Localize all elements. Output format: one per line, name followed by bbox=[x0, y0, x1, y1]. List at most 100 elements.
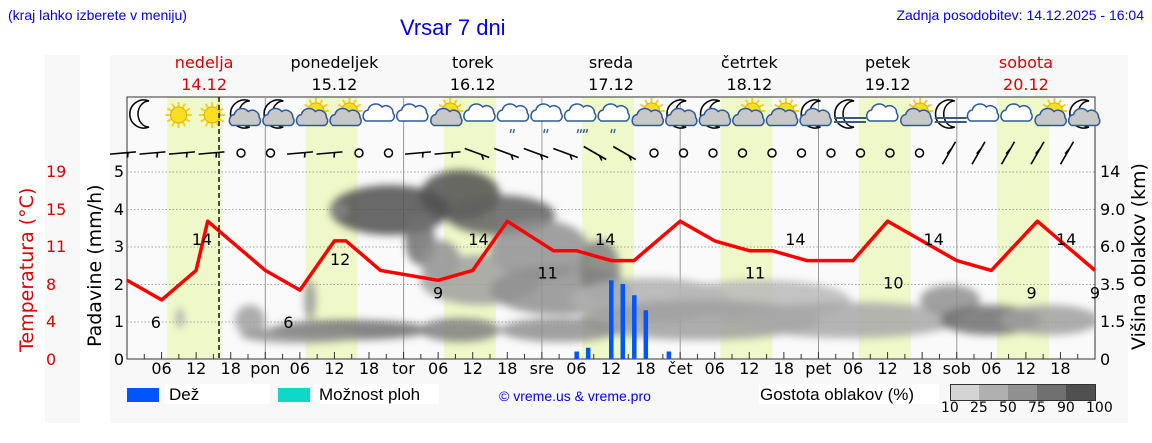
x-tick: 18 bbox=[773, 359, 795, 378]
cloud-height-tick: 1.5 bbox=[1100, 312, 1126, 331]
moon-fog-icon bbox=[834, 99, 866, 129]
cloud-height-tick: 6.0 bbox=[1100, 237, 1126, 256]
precip-tick: 1 bbox=[113, 312, 124, 331]
colorbar-tick: 25 bbox=[970, 400, 988, 416]
svg-text:14: 14 bbox=[468, 230, 488, 249]
precip-tick: 3 bbox=[113, 237, 124, 256]
colorbar-tick: 50 bbox=[999, 400, 1017, 416]
x-tick: 06 bbox=[289, 359, 311, 378]
moon-cloud-icon bbox=[1067, 99, 1101, 129]
svg-text:14: 14 bbox=[785, 230, 805, 249]
day-header-5: četrtek 18.12 bbox=[689, 52, 809, 96]
sun-cloud-icon bbox=[732, 98, 766, 127]
cloud-icon bbox=[866, 103, 899, 122]
day-header-6: petek 19.12 bbox=[828, 52, 948, 96]
sun-cloud-icon bbox=[295, 98, 329, 127]
day-header-7: sobota 20.12 bbox=[966, 52, 1086, 96]
day-name: petek bbox=[864, 53, 911, 72]
rain-legend-label: Dež bbox=[169, 385, 200, 404]
x-tick: 06 bbox=[842, 359, 864, 378]
colorbar-segment bbox=[1037, 384, 1066, 401]
precip-tick: 0 bbox=[113, 349, 124, 369]
temp-axis-panel bbox=[45, 55, 80, 423]
temp-tick: 15 bbox=[46, 199, 67, 219]
x-tick: 06 bbox=[704, 359, 725, 378]
colorbar-tick: 100 bbox=[1086, 400, 1113, 416]
colorbar-segment bbox=[1008, 384, 1037, 401]
svg-text:6: 6 bbox=[283, 313, 293, 332]
sun-cloud-icon bbox=[765, 98, 799, 127]
svg-text:14: 14 bbox=[595, 230, 615, 249]
sun-cloud-icon bbox=[900, 98, 934, 127]
svg-text:9: 9 bbox=[1027, 283, 1037, 302]
day-name: sreda bbox=[588, 53, 634, 72]
cloud-height-tick: 9.0 bbox=[1100, 199, 1126, 219]
x-tick: 12 bbox=[600, 359, 622, 378]
cloud-height-tick: 3.5 bbox=[1100, 274, 1126, 294]
day-date: 15.12 bbox=[311, 75, 358, 94]
day-header-1: nedelja 14.12 bbox=[144, 52, 264, 96]
svg-text:9: 9 bbox=[433, 283, 443, 302]
showers-legend-swatch bbox=[278, 388, 310, 402]
day-header-3: torek 16.12 bbox=[413, 52, 533, 96]
cloud-drizzle-icon bbox=[496, 103, 530, 134]
day-date: 14.12 bbox=[181, 75, 228, 94]
cloud-density-legend-label: Gostota oblakov (%) bbox=[760, 385, 915, 404]
moon-cloud-icon bbox=[665, 99, 698, 129]
x-tick: 12 bbox=[1015, 359, 1037, 378]
cloud-icon bbox=[966, 103, 1000, 122]
temp-tick: 4 bbox=[46, 312, 57, 331]
day-date: 17.12 bbox=[588, 75, 634, 94]
copyright-link[interactable]: © vreme.us & vreme.pro bbox=[499, 388, 651, 404]
sun-cloud-icon bbox=[1034, 98, 1068, 127]
wind-barbs-row bbox=[109, 141, 1075, 165]
sun-icon bbox=[165, 102, 192, 128]
sun-cloud-icon bbox=[430, 98, 464, 127]
day-name: nedelja bbox=[174, 53, 234, 72]
x-tick: 18 bbox=[358, 359, 380, 378]
svg-text:11: 11 bbox=[537, 264, 557, 283]
x-tick: sob bbox=[942, 359, 971, 378]
x-tick: 18 bbox=[497, 359, 518, 378]
x-tick: 18 bbox=[1050, 359, 1071, 378]
sun-cloud-icon bbox=[329, 98, 363, 127]
cloud-icon bbox=[362, 103, 395, 122]
svg-text:10: 10 bbox=[883, 274, 903, 293]
temp-minmax-labels: 6 14 6 12 9 14 11 14 11 14 10 14 9 14 9 bbox=[151, 230, 1100, 332]
day-date: 18.12 bbox=[726, 75, 773, 94]
page-title: Vrsar 7 dni bbox=[400, 15, 506, 40]
moon-icon bbox=[129, 99, 150, 129]
moon-cloud-icon bbox=[698, 99, 732, 129]
colorbar-tick: 10 bbox=[941, 400, 959, 416]
cloud-rain-icon bbox=[563, 103, 597, 134]
x-tick: 12 bbox=[462, 359, 483, 378]
showers-legend-label: Možnost ploh bbox=[319, 385, 421, 404]
x-tick: pet bbox=[805, 359, 832, 378]
colorbar-segment bbox=[950, 384, 980, 401]
temp-tick: 0 bbox=[46, 349, 57, 369]
x-tick: čet bbox=[667, 359, 693, 378]
moon-cloud-icon bbox=[799, 99, 832, 129]
svg-text:11: 11 bbox=[745, 264, 765, 283]
location-menu-hint: (kraj lahko izberete v meniju) bbox=[8, 7, 187, 23]
x-tick: 06 bbox=[427, 359, 449, 378]
moon-cloud-icon bbox=[228, 99, 262, 129]
sun-icon bbox=[199, 102, 226, 128]
rain-legend-swatch bbox=[127, 388, 159, 402]
day-date: 20.12 bbox=[1003, 75, 1049, 94]
precip-tick: 5 bbox=[113, 162, 124, 181]
sun-cloud-icon bbox=[631, 98, 665, 127]
x-tick: 06 bbox=[566, 359, 587, 378]
colorbar-segment bbox=[1066, 384, 1096, 401]
precip-tick: 2 bbox=[113, 274, 124, 294]
cloud-icon bbox=[463, 103, 496, 122]
precip-tick: 4 bbox=[113, 199, 124, 219]
temp-tick: 8 bbox=[46, 274, 57, 294]
svg-text:14: 14 bbox=[923, 230, 943, 249]
colorbar-segment bbox=[979, 384, 1008, 401]
day-name: torek bbox=[452, 53, 494, 72]
day-header-2: ponedeljek 15.12 bbox=[274, 52, 394, 96]
cloud-icon bbox=[1000, 103, 1033, 122]
x-tick: 12 bbox=[324, 359, 345, 378]
cloud-density-area bbox=[176, 170, 1095, 343]
